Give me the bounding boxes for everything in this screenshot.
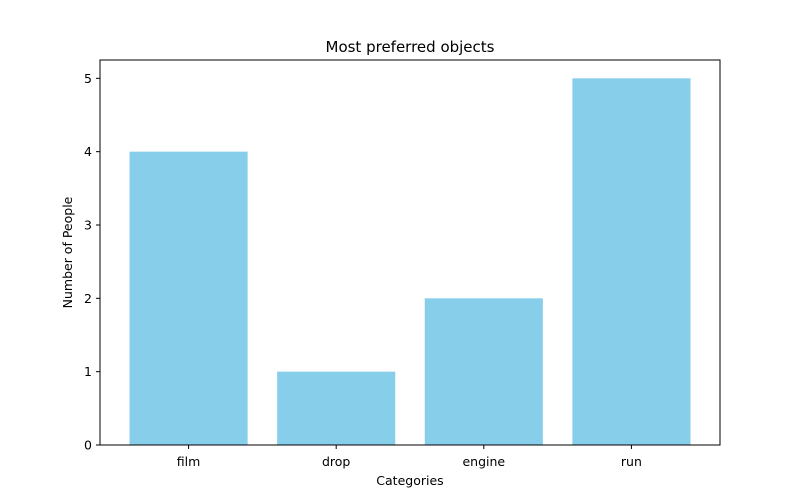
x-tick-label-film: film: [177, 454, 201, 469]
x-axis-label: Categories: [376, 473, 443, 488]
bar-engine: [424, 298, 543, 445]
plot-frame: [99, 59, 721, 446]
bars-group: [129, 78, 691, 445]
y-tick-label-3: 3: [84, 218, 92, 233]
y-tick-label-2: 2: [84, 291, 92, 306]
chart-title: Most preferred objects: [326, 38, 495, 56]
x-tick-label-drop: drop: [322, 454, 350, 469]
x-tick-label-engine: engine: [462, 454, 505, 469]
x-axis-ticks: film drop engine run: [177, 445, 642, 469]
y-tick-label-5: 5: [84, 71, 92, 86]
y-axis-label: Number of People: [60, 196, 75, 308]
x-tick-label-run: run: [621, 454, 642, 469]
y-axis-ticks: 0 1 2 3 4 5: [84, 71, 100, 453]
y-tick-label-0: 0: [84, 438, 92, 453]
bar-film: [129, 151, 248, 445]
y-tick-label-1: 1: [84, 364, 92, 379]
y-tick-label-4: 4: [84, 144, 92, 159]
bar-drop: [277, 371, 396, 445]
bar-run: [572, 78, 691, 445]
